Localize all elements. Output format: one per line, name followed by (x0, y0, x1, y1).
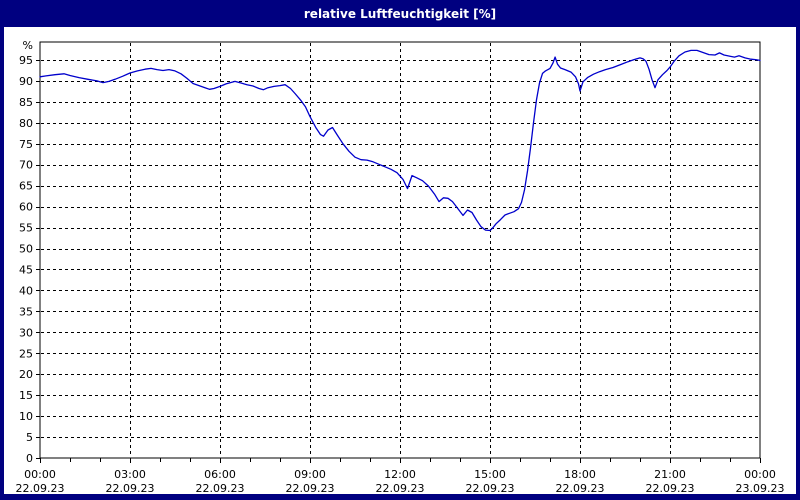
y-axis-unit-label: % (23, 39, 33, 52)
x-tick-date-label: 23.09.23 (736, 482, 785, 495)
y-tick-label: 45 (19, 263, 33, 276)
title-bar: relative Luftfeuchtigkeit [%] (0, 0, 800, 27)
x-tick-date-label: 22.09.23 (466, 482, 515, 495)
y-tick-label: 40 (19, 284, 33, 297)
x-tick-time-label: 00:00 (744, 468, 776, 481)
y-tick-label: 50 (19, 243, 33, 256)
y-tick-label: 5 (26, 431, 33, 444)
y-tick-label: 35 (19, 305, 33, 318)
x-tick-time-label: 15:00 (474, 468, 506, 481)
x-tick-date-label: 22.09.23 (106, 482, 155, 495)
x-tick-time-label: 21:00 (654, 468, 686, 481)
y-tick-label: 75 (19, 138, 33, 151)
x-tick-date-label: 22.09.23 (196, 482, 245, 495)
x-tick-date-label: 22.09.23 (376, 482, 425, 495)
y-tick-label: 20 (19, 368, 33, 381)
y-tick-label: 10 (19, 410, 33, 423)
y-tick-label: 55 (19, 222, 33, 235)
y-tick-label: 80 (19, 117, 33, 130)
x-tick-date-label: 22.09.23 (556, 482, 605, 495)
y-tick-label: 90 (19, 75, 33, 88)
y-tick-label: 0 (26, 452, 33, 465)
x-tick-time-label: 18:00 (564, 468, 596, 481)
y-tick-label: 95 (19, 54, 33, 67)
y-tick-label: 70 (19, 159, 33, 172)
x-tick-date-label: 22.09.23 (286, 482, 335, 495)
y-tick-label: 60 (19, 201, 33, 214)
x-tick-time-label: 09:00 (294, 468, 326, 481)
window-title: relative Luftfeuchtigkeit [%] (303, 6, 497, 21)
humidity-line (39, 49, 761, 232)
x-tick-time-label: 00:00 (24, 468, 56, 481)
y-tick-label: 30 (19, 326, 33, 339)
x-tick-time-label: 03:00 (114, 468, 146, 481)
y-tick-label: 25 (19, 347, 33, 360)
y-tick-label: 85 (19, 96, 33, 109)
x-tick-time-label: 12:00 (384, 468, 416, 481)
x-tick-date-label: 22.09.23 (16, 482, 65, 495)
x-tick-time-label: 06:00 (204, 468, 236, 481)
x-tick-date-label: 22.09.23 (646, 482, 695, 495)
y-tick-label: 15 (19, 389, 33, 402)
y-tick-label: 65 (19, 180, 33, 193)
